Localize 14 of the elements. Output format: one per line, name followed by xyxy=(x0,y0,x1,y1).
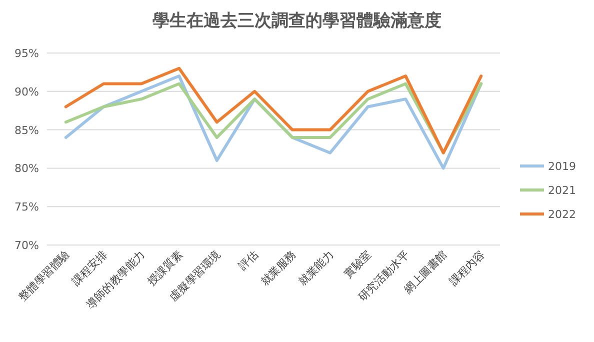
x-tick-label: 就業能力 xyxy=(296,248,336,288)
legend-label: 2022 xyxy=(548,208,576,221)
y-tick-label: 95% xyxy=(14,47,39,60)
legend-label: 2021 xyxy=(548,184,576,197)
x-tick-label: 實驗室 xyxy=(341,248,374,280)
legend-label: 2019 xyxy=(548,160,576,173)
x-tick-label: 就業服務 xyxy=(258,248,298,288)
y-tick-label: 90% xyxy=(14,85,39,98)
title: 學生在過去三次調查的學習體驗滿意度 xyxy=(152,11,442,31)
x-tick-label: 評估 xyxy=(236,248,261,273)
y-tick-label: 80% xyxy=(14,162,39,176)
y-tick-label: 75% xyxy=(14,200,39,214)
x-tick-label: 課程內容 xyxy=(446,248,488,288)
y-tick-label: 85% xyxy=(14,124,39,137)
